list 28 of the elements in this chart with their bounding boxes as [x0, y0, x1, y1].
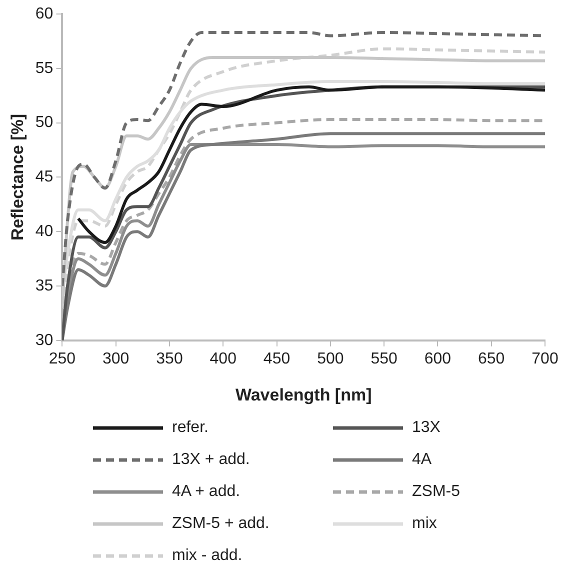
x-tick-label: 400	[210, 350, 237, 368]
legend-label: 13X + add.	[172, 451, 250, 469]
x-tick-label: 350	[156, 350, 183, 368]
y-tick-label: 50	[35, 114, 54, 132]
legend-label: ZSM-5 + add.	[172, 515, 270, 533]
x-tick-label: 600	[424, 350, 452, 368]
legend-label: 4A	[412, 451, 432, 469]
y-tick-label: 60	[35, 5, 54, 22]
y-tick-label: 55	[35, 60, 54, 77]
y-tick-label: 40	[35, 223, 54, 240]
y-tick-label: 35	[35, 277, 54, 294]
legend-label: mix - add.	[172, 547, 242, 565]
legend-label: ZSM-5	[412, 483, 460, 501]
legend-label: 4A + add.	[172, 483, 240, 501]
x-tick-label: 450	[263, 350, 290, 368]
y-tick-label: 45	[35, 168, 54, 186]
x-tick-label: 550	[370, 350, 398, 368]
y-tick-label: 30	[35, 332, 54, 349]
legend-label: 13X	[412, 419, 440, 437]
x-tick-label: 300	[102, 350, 130, 368]
x-tick-label: 250	[48, 350, 76, 368]
legend-label: refer.	[172, 419, 208, 437]
x-tick-label: 700	[532, 350, 558, 368]
legend-label: mix	[412, 515, 437, 533]
x-tick-label: 650	[478, 350, 505, 368]
x-tick-label: 500	[317, 350, 344, 368]
y-axis-title: Reflectance [%]	[8, 114, 27, 241]
x-axis-title: Wavelength [nm]	[235, 385, 372, 404]
